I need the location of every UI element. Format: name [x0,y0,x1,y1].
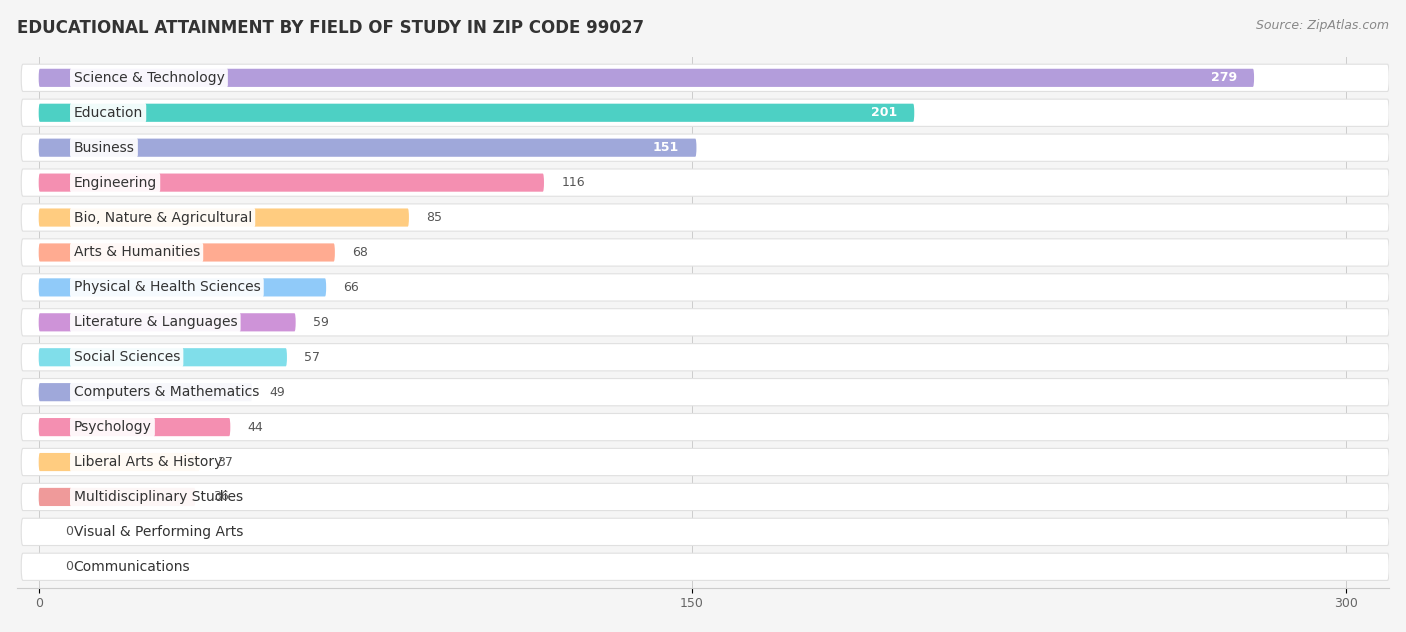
FancyBboxPatch shape [21,449,1389,476]
Text: 68: 68 [353,246,368,259]
FancyBboxPatch shape [21,553,1389,580]
Text: Computers & Mathematics: Computers & Mathematics [73,385,259,399]
FancyBboxPatch shape [21,379,1389,406]
FancyBboxPatch shape [21,413,1389,441]
Text: EDUCATIONAL ATTAINMENT BY FIELD OF STUDY IN ZIP CODE 99027: EDUCATIONAL ATTAINMENT BY FIELD OF STUDY… [17,19,644,37]
Text: Bio, Nature & Agricultural: Bio, Nature & Agricultural [73,210,252,224]
Text: 201: 201 [870,106,897,119]
Text: 116: 116 [561,176,585,189]
Text: 37: 37 [218,456,233,468]
Text: 0: 0 [65,561,73,573]
FancyBboxPatch shape [21,274,1389,301]
Text: 57: 57 [304,351,321,364]
Text: 85: 85 [426,211,443,224]
Text: 279: 279 [1211,71,1237,84]
Text: 151: 151 [652,141,679,154]
Text: 49: 49 [270,386,285,399]
FancyBboxPatch shape [38,174,544,191]
FancyBboxPatch shape [21,64,1389,92]
FancyBboxPatch shape [21,204,1389,231]
Text: Multidisciplinary Studies: Multidisciplinary Studies [73,490,243,504]
Text: Psychology: Psychology [73,420,152,434]
Text: Visual & Performing Arts: Visual & Performing Arts [73,525,243,539]
FancyBboxPatch shape [21,99,1389,126]
Text: 44: 44 [247,421,263,434]
FancyBboxPatch shape [38,453,200,471]
FancyBboxPatch shape [38,138,696,157]
FancyBboxPatch shape [21,239,1389,266]
FancyBboxPatch shape [38,104,914,122]
Text: 59: 59 [314,316,329,329]
FancyBboxPatch shape [38,383,252,401]
Text: Education: Education [73,106,143,119]
FancyBboxPatch shape [38,313,295,331]
FancyBboxPatch shape [21,169,1389,197]
FancyBboxPatch shape [21,344,1389,371]
Text: 0: 0 [65,525,73,538]
FancyBboxPatch shape [21,518,1389,545]
Text: 66: 66 [343,281,360,294]
Text: Source: ZipAtlas.com: Source: ZipAtlas.com [1256,19,1389,32]
Text: Science & Technology: Science & Technology [73,71,225,85]
Text: Physical & Health Sciences: Physical & Health Sciences [73,281,260,295]
Text: Business: Business [73,141,135,155]
Text: Engineering: Engineering [73,176,156,190]
Text: Liberal Arts & History: Liberal Arts & History [73,455,222,469]
FancyBboxPatch shape [38,278,326,296]
Text: Communications: Communications [73,560,190,574]
FancyBboxPatch shape [38,348,287,367]
FancyBboxPatch shape [38,243,335,262]
FancyBboxPatch shape [21,483,1389,511]
FancyBboxPatch shape [38,488,195,506]
FancyBboxPatch shape [21,308,1389,336]
Text: 36: 36 [212,490,229,504]
FancyBboxPatch shape [38,418,231,436]
Text: Literature & Languages: Literature & Languages [73,315,238,329]
FancyBboxPatch shape [38,69,1254,87]
Text: Social Sciences: Social Sciences [73,350,180,364]
FancyBboxPatch shape [38,209,409,227]
FancyBboxPatch shape [21,134,1389,161]
Text: Arts & Humanities: Arts & Humanities [73,245,200,260]
